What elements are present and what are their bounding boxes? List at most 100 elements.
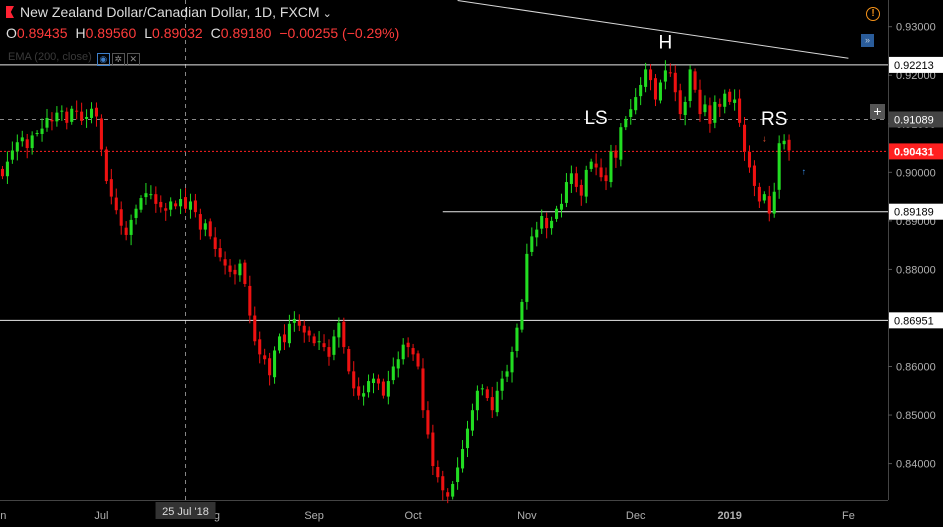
candle-body bbox=[20, 137, 24, 142]
candle-body bbox=[40, 128, 44, 134]
eye-icon[interactable]: ◉ bbox=[96, 53, 110, 66]
price-tick-label: 0.93000 bbox=[896, 22, 936, 34]
candle-body bbox=[545, 217, 549, 229]
candle-body bbox=[579, 184, 583, 196]
candle-body bbox=[223, 259, 227, 266]
candle-body bbox=[282, 334, 286, 343]
candle-body bbox=[114, 197, 118, 211]
candle-body bbox=[193, 200, 197, 213]
candle-body bbox=[317, 341, 321, 343]
candle-body bbox=[60, 110, 64, 112]
candle-body bbox=[327, 347, 331, 357]
candle-body bbox=[248, 285, 252, 316]
price-tick-label: 0.88000 bbox=[896, 264, 936, 276]
price-label-box bbox=[889, 203, 943, 220]
indicator-label: EMA (200, close) bbox=[8, 51, 92, 63]
candle-body bbox=[500, 378, 504, 391]
candle-body bbox=[609, 151, 613, 183]
candle-body bbox=[456, 467, 460, 483]
time-tick-label: Dec bbox=[626, 510, 646, 522]
candle-body bbox=[243, 262, 247, 284]
candle-body bbox=[569, 173, 573, 184]
candle-body bbox=[263, 355, 267, 360]
candle-body bbox=[485, 389, 489, 399]
candle-body bbox=[639, 84, 643, 97]
candle-body bbox=[292, 318, 296, 323]
close-value: 0.89180 bbox=[220, 25, 272, 41]
price-tick-label: 0.85000 bbox=[896, 410, 936, 422]
candle-body bbox=[510, 351, 514, 373]
price-label-level: 0.86951 bbox=[894, 315, 934, 327]
candle-body bbox=[89, 108, 94, 118]
candle-body bbox=[367, 381, 371, 393]
candle-body bbox=[312, 336, 316, 344]
scroll-to-end-icon[interactable]: » bbox=[861, 34, 874, 47]
crosshair-time-label: 25 Jul '18 bbox=[162, 506, 209, 518]
high-value: 0.89560 bbox=[85, 25, 137, 41]
candle-body bbox=[0, 168, 5, 177]
candle-body bbox=[411, 348, 415, 355]
candle-body bbox=[649, 69, 653, 81]
candle-body bbox=[619, 127, 623, 160]
candle-body bbox=[787, 139, 791, 151]
candle-body bbox=[762, 194, 766, 201]
candle-body bbox=[698, 89, 702, 115]
candle-body bbox=[718, 103, 722, 107]
candle-body bbox=[446, 492, 450, 497]
candle-body bbox=[104, 149, 108, 182]
plus-icon[interactable]: + bbox=[870, 104, 885, 119]
candle-body bbox=[505, 371, 509, 377]
candle-body bbox=[594, 163, 598, 168]
price-label-level: 0.92213 bbox=[894, 60, 934, 72]
gear-icon[interactable]: ✲ bbox=[111, 53, 125, 66]
candle-body bbox=[520, 301, 524, 330]
candle-body bbox=[604, 175, 608, 182]
alert-icon[interactable]: ! bbox=[866, 7, 880, 21]
candle-body bbox=[80, 111, 84, 121]
candle-body bbox=[273, 350, 277, 378]
time-tick-label: Nov bbox=[517, 510, 537, 522]
candle-body bbox=[589, 161, 593, 169]
change-value: −0.00255 (−0.29%) bbox=[279, 25, 400, 41]
candle-body bbox=[629, 109, 633, 117]
candle-body bbox=[495, 390, 499, 413]
candle-body bbox=[441, 476, 445, 491]
price-label-box bbox=[889, 111, 943, 128]
candle-body bbox=[70, 108, 74, 122]
candle-body bbox=[688, 69, 692, 101]
candle-body bbox=[302, 325, 306, 333]
indicator-legend[interactable]: EMA (200, close) ◉ ✲ ✕ bbox=[8, 51, 140, 66]
candle-body bbox=[154, 194, 158, 204]
price-tick-label: 0.84000 bbox=[896, 459, 936, 471]
candle-body bbox=[461, 449, 465, 469]
candle-body bbox=[208, 221, 212, 237]
candle-body bbox=[347, 349, 351, 372]
candle-body bbox=[342, 321, 346, 348]
candle-body bbox=[297, 320, 301, 326]
candle-body bbox=[728, 91, 732, 102]
candle-body bbox=[574, 173, 578, 187]
time-tick-label: Oct bbox=[405, 510, 422, 522]
pattern-label-h: H bbox=[659, 33, 673, 54]
crosshair-time-box bbox=[155, 502, 216, 519]
candle-body bbox=[451, 483, 455, 497]
candle-body bbox=[25, 139, 29, 149]
candle-body bbox=[174, 203, 178, 207]
candle-body bbox=[401, 344, 405, 360]
candle-body bbox=[50, 119, 54, 122]
candle-body bbox=[149, 194, 153, 196]
candle-body bbox=[119, 209, 123, 226]
price-label-box bbox=[889, 312, 943, 329]
candle-body bbox=[238, 263, 242, 276]
candle-body bbox=[634, 97, 638, 111]
time-tick-label: 2019 bbox=[717, 510, 741, 522]
candle-body bbox=[777, 143, 781, 190]
candle-body bbox=[139, 198, 143, 210]
down-arrow-marker: ↓ bbox=[762, 134, 767, 144]
symbol-legend[interactable]: New Zealand Dollar/Canadian Dollar, 1D, … bbox=[6, 4, 332, 20]
price-label-box bbox=[889, 143, 943, 160]
chevron-down-icon[interactable]: ⌄ bbox=[322, 8, 332, 20]
candle-body bbox=[218, 248, 222, 258]
close-icon[interactable]: ✕ bbox=[126, 53, 140, 66]
